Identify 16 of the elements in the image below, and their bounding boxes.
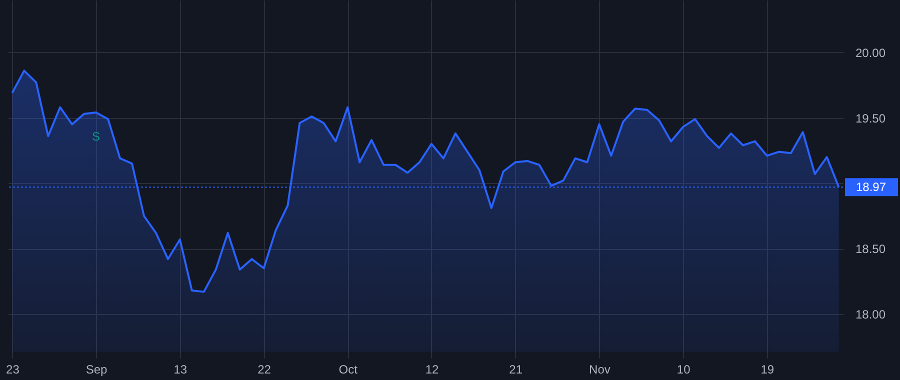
y-tick-label: 20.00 <box>856 46 886 60</box>
x-tick-label: 12 <box>425 362 439 376</box>
ref-line-label: 18.97 <box>856 180 886 194</box>
x-tick-label: 21 <box>509 362 523 376</box>
y-tick-label: 18.00 <box>856 308 886 322</box>
x-tick-label: Oct <box>338 362 358 376</box>
x-tick-label: 23 <box>6 362 20 376</box>
annotation: S <box>92 130 100 144</box>
x-tick-label: Sep <box>86 362 108 376</box>
y-tick-label: 19.50 <box>856 111 886 126</box>
y-tick-label: 18.50 <box>856 242 886 256</box>
x-tick-label: Nov <box>589 362 610 376</box>
x-tick-label: 19 <box>760 362 774 376</box>
x-tick-label: 22 <box>258 362 272 376</box>
x-tick-label: 13 <box>174 362 188 376</box>
x-tick-label: 10 <box>676 362 691 376</box>
